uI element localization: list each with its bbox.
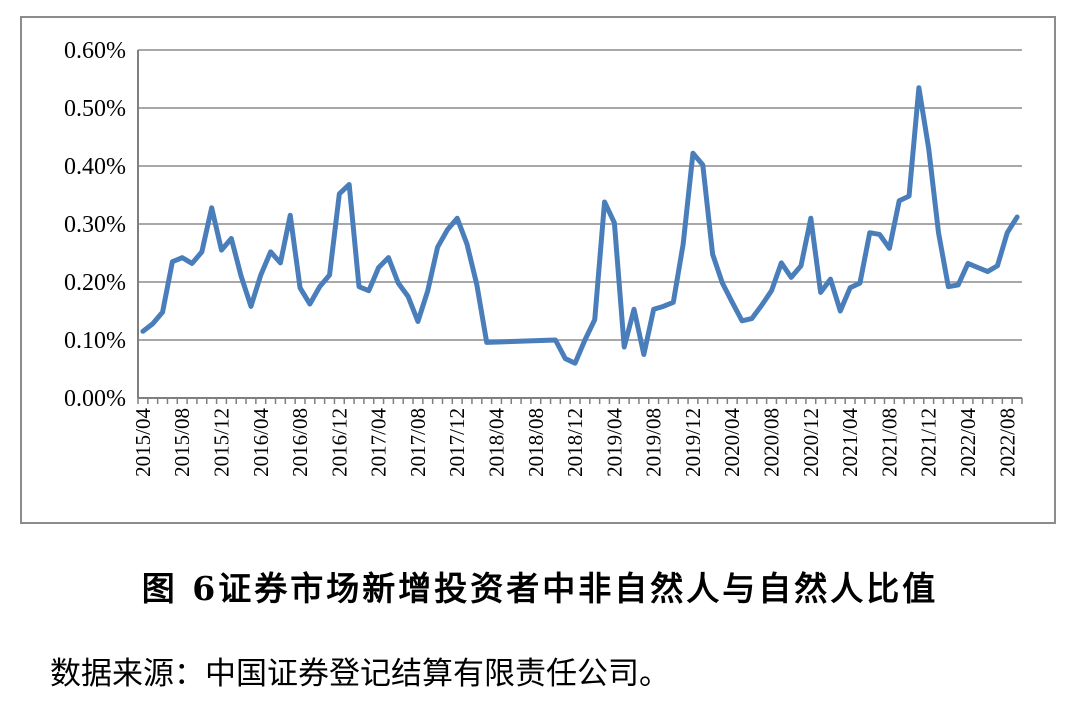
y-tick-label: 0.20% [64,270,126,296]
y-tick-label: 0.30% [64,212,126,238]
x-tick-label: 2017/12 [445,408,469,477]
x-tick-label: 2021/08 [877,408,901,477]
y-tick-label: 0.60% [64,38,126,64]
y-tick-label: 0.50% [64,96,126,122]
figure-title: 证券市场新增投资者中非自然人与自然人比值 [218,569,939,608]
x-tick-label: 2020/08 [760,408,784,477]
y-tick-label: 0.10% [64,328,126,354]
series-line [140,85,1020,366]
figure-number: 图 6 [141,569,219,608]
x-tick-label: 2019/08 [642,408,666,477]
x-tick-label: 2018/12 [563,408,587,477]
x-tick-label: 2020/04 [720,408,744,477]
x-tick-label: 2015/12 [209,408,233,477]
x-tick-label: 2019/04 [602,408,626,477]
x-tick-label: 2016/12 [327,408,351,477]
x-tick-label: 2017/04 [367,408,391,477]
x-tick-label: 2016/04 [249,408,273,477]
x-tick-label: 2020/12 [799,408,823,477]
x-tick-label: 2022/04 [956,408,980,477]
x-tick-label: 2022/08 [995,408,1019,477]
x-tick-label: 2015/08 [170,408,194,477]
y-tick-label: 0.40% [64,154,126,180]
x-tick-label: 2019/12 [681,408,705,477]
x-tick-label: 2016/08 [288,408,312,477]
y-tick-label: 0.00% [64,386,126,412]
line-chart: 0.00% 0.10% 0.20% 0.30% 0.40% 0.50% 0.60% 2015/… [64,38,1023,477]
x-tick-label: 2021/04 [838,408,862,477]
x-tick-label: 2021/12 [917,408,941,477]
x-tick-label: 2017/08 [406,408,430,477]
x-tick-label: 2018/08 [524,408,548,477]
x-tick-label: 2018/04 [485,408,509,477]
chart-frame [20,16,1056,524]
x-tick-label: 2015/04 [131,408,155,477]
figure-caption: 图 6证券市场新增投资者中非自然人与自然人比值 [0,562,1080,610]
data-source-note: 数据来源：中国证券登记结算有限责任公司。 [50,656,670,692]
